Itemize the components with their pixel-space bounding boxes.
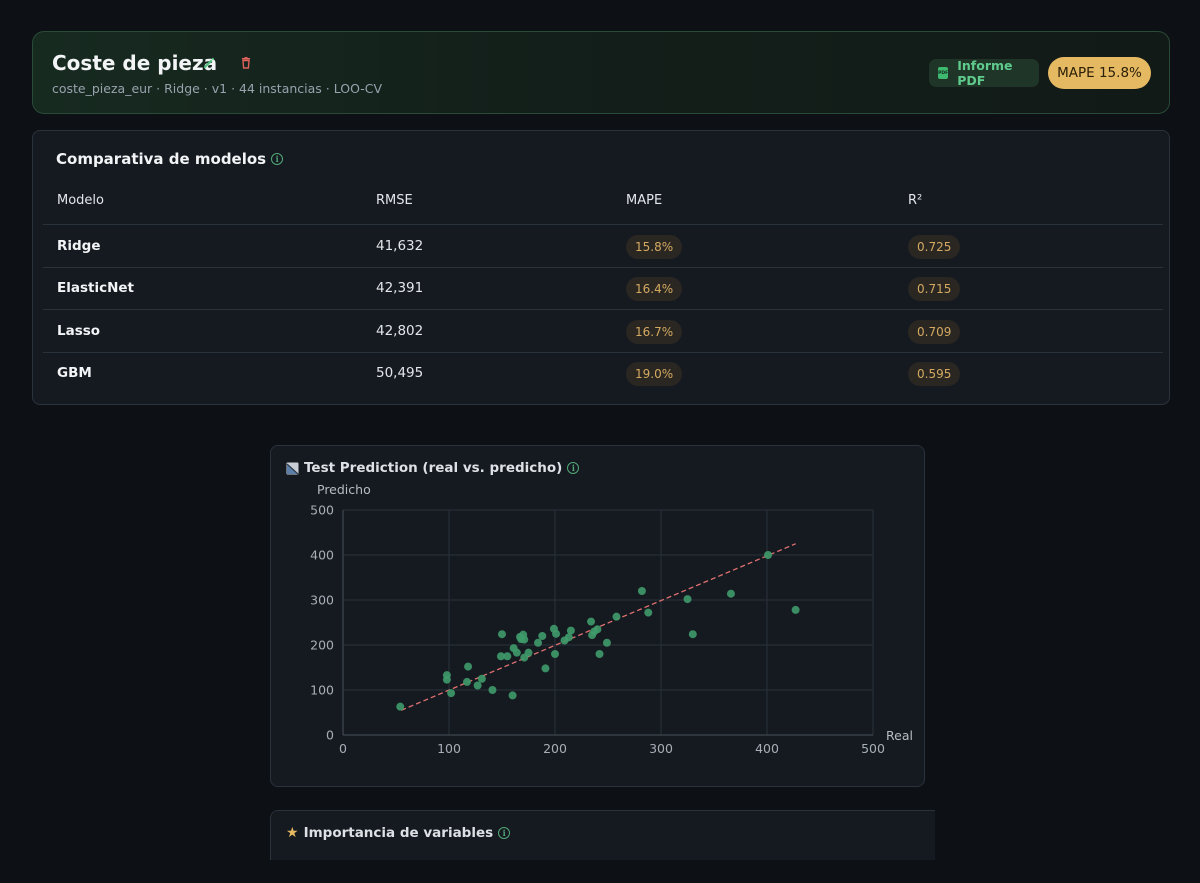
model-subtitle: coste_pieza_eur · Ridge · v1 · 44 instan… [52, 81, 383, 96]
mape-pill: 16.4% [626, 277, 683, 301]
y-tick-label: 400 [310, 548, 334, 563]
data-point[interactable] [587, 617, 596, 626]
data-point[interactable] [503, 652, 512, 661]
data-point[interactable] [508, 691, 517, 700]
x-tick-label: 500 [861, 741, 885, 756]
data-point[interactable] [688, 630, 697, 639]
importance-title: ★ Importancia de variables i [286, 825, 511, 841]
chart-title-text: Test Prediction (real vs. predicho) [304, 460, 563, 476]
data-point[interactable] [593, 625, 602, 634]
data-point[interactable] [512, 648, 521, 657]
table-header: Modelo RMSE MAPE R² [43, 193, 1163, 225]
chart-title: Test Prediction (real vs. predicho) i [286, 460, 580, 476]
y-tick-label: 0 [326, 728, 334, 743]
x-tick-label: 100 [437, 741, 461, 756]
data-point[interactable] [473, 681, 482, 690]
data-point[interactable] [564, 633, 573, 642]
importance-title-text: Importancia de variables [303, 825, 494, 841]
y-tick-label: 300 [310, 593, 334, 608]
data-point[interactable] [442, 675, 451, 684]
models-title-text: Comparativa de modelos [56, 150, 267, 168]
y-axis-label: Predicho [317, 482, 371, 497]
column-header-mape[interactable]: MAPE [626, 193, 663, 208]
data-point[interactable] [534, 638, 543, 647]
mape-badge: MAPE 15.8% [1048, 57, 1151, 89]
column-header-r2[interactable]: R² [908, 193, 923, 208]
pdf-file-icon: PDF [938, 67, 949, 79]
models-comparison-card: Comparativa de modelos i Modelo RMSE MAP… [32, 130, 1170, 405]
x-tick-label: 200 [543, 741, 567, 756]
info-icon[interactable]: i [567, 462, 580, 474]
data-point[interactable] [764, 551, 773, 559]
rmse-value: 50,495 [376, 365, 424, 381]
delete-trash-icon[interactable] [238, 55, 254, 71]
model-name: Lasso [57, 323, 101, 339]
data-point[interactable] [726, 589, 735, 598]
rmse-value: 42,802 [376, 323, 424, 339]
r2-pill: 0.725 [908, 235, 961, 259]
model-name: Ridge [57, 238, 101, 254]
x-tick-label: 0 [339, 741, 347, 756]
x-tick-label: 300 [649, 741, 673, 756]
x-tick-label: 400 [755, 741, 779, 756]
scatter-plot: 0 100 200 300 400 500 0 100 200 300 400 500 Predich… [310, 482, 913, 756]
data-point[interactable] [551, 650, 559, 658]
data-point[interactable] [595, 650, 604, 658]
y-tick-label: 500 [310, 503, 334, 518]
edit-pencil-icon[interactable] [201, 55, 217, 71]
data-point[interactable] [566, 626, 575, 635]
table-row[interactable]: GBM 50,495 19.0% 0.595 [43, 353, 1163, 395]
chart-line-icon [286, 462, 299, 474]
page-title: Coste de pieza [52, 51, 218, 75]
r2-pill: 0.709 [908, 320, 961, 344]
pdf-report-button[interactable]: PDF Informe PDF [929, 58, 1039, 88]
feature-importance-card: ★ Importancia de variables i [270, 810, 935, 860]
data-point[interactable] [637, 587, 646, 595]
data-point[interactable] [552, 629, 561, 638]
model-name: ElasticNet [57, 280, 134, 296]
data-point[interactable] [496, 652, 505, 661]
data-point[interactable] [612, 612, 621, 621]
test-prediction-card: Test Prediction (real vs. predicho) i 0 1… [270, 445, 925, 787]
r2-pill: 0.595 [908, 362, 961, 386]
rmse-value: 42,391 [376, 280, 424, 296]
rmse-value: 41,632 [376, 238, 424, 254]
model-name: GBM [57, 365, 92, 381]
model-header-card: Coste de pieza coste_pieza_eur · Ridge ·… [32, 31, 1170, 114]
info-icon[interactable]: i [271, 153, 284, 165]
data-point[interactable] [791, 605, 800, 614]
pdf-report-label: Informe PDF [957, 58, 1013, 88]
star-icon: ★ [286, 825, 299, 841]
y-tick-label: 100 [310, 683, 334, 698]
data-point[interactable] [477, 674, 486, 683]
data-point[interactable] [488, 686, 497, 694]
y-tick-label: 200 [310, 638, 334, 653]
data-point[interactable] [524, 648, 533, 657]
fit-line [401, 543, 796, 711]
data-point[interactable] [644, 608, 653, 617]
mape-pill: 15.8% [626, 235, 683, 259]
data-point[interactable] [683, 595, 692, 604]
column-header-rmse[interactable]: RMSE [376, 193, 413, 208]
data-point[interactable] [447, 689, 456, 698]
data-point[interactable] [396, 702, 405, 711]
mape-pill: 16.7% [626, 320, 683, 344]
column-header-model[interactable]: Modelo [57, 193, 104, 208]
data-point[interactable] [463, 677, 472, 686]
data-point[interactable] [464, 662, 473, 671]
data-point[interactable] [541, 664, 550, 673]
data-point[interactable] [520, 635, 529, 644]
table-row[interactable]: Ridge 41,632 15.8% 0.725 [43, 226, 1163, 268]
models-title: Comparativa de modelos i [56, 150, 284, 168]
x-axis-label: Real [886, 728, 913, 743]
data-point[interactable] [602, 638, 611, 647]
table-row[interactable]: ElasticNet 42,391 16.4% 0.715 [43, 268, 1163, 310]
mape-pill: 19.0% [626, 362, 683, 386]
data-point[interactable] [538, 632, 547, 640]
r2-pill: 0.715 [908, 277, 961, 301]
data-point[interactable] [498, 630, 506, 639]
table-row[interactable]: Lasso 42,802 16.7% 0.709 [43, 311, 1163, 353]
info-icon[interactable]: i [498, 827, 511, 839]
